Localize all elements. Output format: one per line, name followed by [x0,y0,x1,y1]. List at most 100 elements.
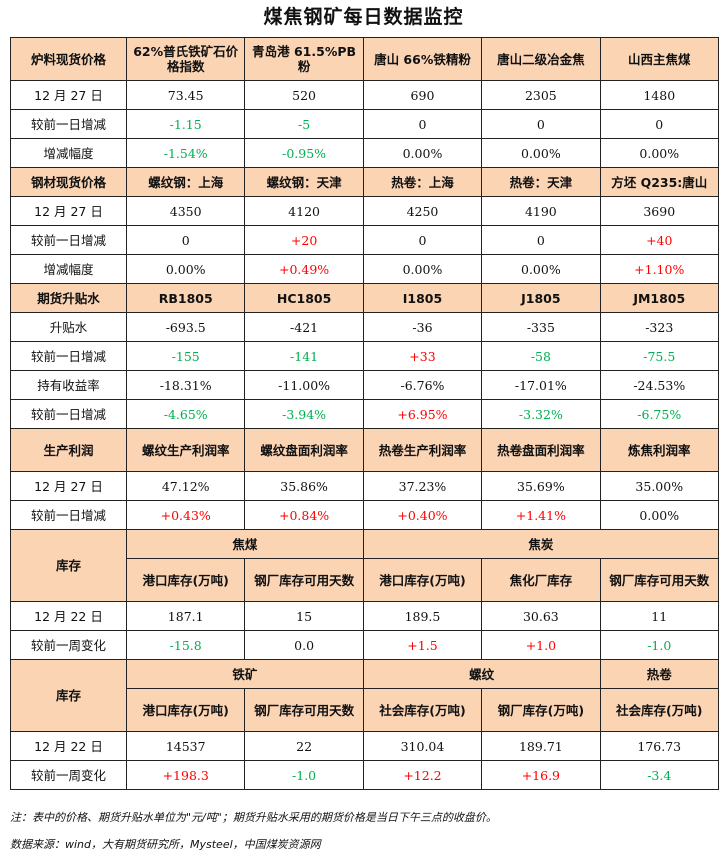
table-cell: 37.23% [362,471,483,501]
column-header: 方坯 Q235:唐山 [599,167,719,197]
group-header: 焦炭 [362,529,719,559]
column-header: 螺纹生产利润率 [125,428,246,472]
column-header: 钢厂库存可用天数 [599,558,719,602]
table-row: 12 月 22 日 14537 22 310.04 189.71 176.73 [10,731,719,761]
table-cell: -18.31% [125,370,246,400]
table-cell: 176.73 [599,731,719,761]
table-cell: -3.94% [244,399,364,429]
table-row: 增减幅度 0.00% +0.49% 0.00% 0.00% +1.10% [10,254,719,284]
inventory-section-label: 库存 [10,529,127,602]
table-cell: 14537 [125,731,246,761]
table-cell: 690 [362,80,483,110]
column-header: 钢厂库存可用天数 [244,688,364,732]
table-cell: 0 [362,109,483,139]
group-header: 铁矿 [126,659,364,689]
table-cell: -75.5 [599,341,719,371]
column-header: 港口库存(万吨) [125,558,246,602]
column-header: 社会库存(万吨) [362,688,483,732]
column-header: 热卷：天津 [481,167,601,197]
row-label: 持有收益率 [10,370,127,400]
section-header-label: 钢材现货价格 [10,167,127,197]
row-label: 12 月 22 日 [10,731,127,761]
table-cell: -421 [244,312,364,342]
row-label: 较前一日增减 [10,109,127,139]
table-cell: +16.9 [481,760,601,790]
table-cell: 4120 [244,196,364,226]
table-cell: 310.04 [362,731,483,761]
table-cell: 4350 [125,196,246,226]
table-cell: -5 [244,109,364,139]
table-cell: 0 [481,109,601,139]
column-header: 螺纹钢：上海 [125,167,246,197]
column-header: 钢厂库存(万吨) [481,688,601,732]
row-label: 12 月 27 日 [10,471,127,501]
table-row: 较前一日增减 0 +20 0 0 +40 [10,225,719,255]
table-cell: +1.5 [362,630,483,660]
column-header: J1805 [481,283,601,313]
table-row: 12 月 27 日 73.45 520 690 2305 1480 [10,80,719,110]
table-cell: -155 [125,341,246,371]
column-header: 热卷盘面利润率 [481,428,601,472]
table-row: 较前一日增减 -1.15 -5 0 0 0 [10,109,719,139]
column-header: 炼焦利润率 [599,428,719,472]
row-label: 12 月 22 日 [10,601,127,631]
table-cell: -24.53% [599,370,719,400]
table-cell: -6.76% [362,370,483,400]
table-cell: 4190 [481,196,601,226]
table-cell: -0.95% [244,138,364,168]
table-row: 较前一日增减 -155 -141 +33 -58 -75.5 [10,341,719,371]
table-cell: -4.65% [125,399,246,429]
table-row: 升贴水 -693.5 -421 -36 -335 -323 [10,312,719,342]
table-cell: +1.10% [599,254,719,284]
table-cell: +12.2 [362,760,483,790]
row-label: 较前一日增减 [10,500,127,530]
group-header: 焦煤 [126,529,364,559]
column-header: 62%普氏铁矿石价格指数 [125,37,246,81]
table-cell: +1.0 [481,630,601,660]
table-cell: +0.40% [362,500,483,530]
column-header: 唐山 66%铁精粉 [362,37,483,81]
table-cell: 1480 [599,80,719,110]
table-cell: +33 [362,341,483,371]
table-cell: 189.5 [362,601,483,631]
table-cell: 15 [244,601,364,631]
row-label: 较前一日增减 [10,225,127,255]
table-cell: 30.63 [481,601,601,631]
table-row: 较前一日增减 +0.43% +0.84% +0.40% +1.41% 0.00% [10,500,719,530]
table-cell: +1.41% [481,500,601,530]
row-label: 增减幅度 [10,254,127,284]
row-label: 较前一日增减 [10,399,127,429]
table-cell: 0 [362,225,483,255]
table-cell: 0.00% [481,138,601,168]
table-cell: 35.69% [481,471,601,501]
table-cell: 520 [244,80,364,110]
table-cell: -17.01% [481,370,601,400]
table-cell: 2305 [481,80,601,110]
table-row: 12 月 27 日 47.12% 35.86% 37.23% 35.69% 35… [10,471,719,501]
section-header-label: 期货升贴水 [10,283,127,313]
column-header: 钢厂库存可用天数 [244,558,364,602]
table-cell: 0 [125,225,246,255]
table-row: 持有收益率 -18.31% -11.00% -6.76% -17.01% -24… [10,370,719,400]
table-cell: 0.00% [362,138,483,168]
column-header: 港口库存(万吨) [125,688,246,732]
table-row: 较前一日增减 -4.65% -3.94% +6.95% -3.32% -6.75… [10,399,719,429]
row-label: 12 月 27 日 [10,80,127,110]
row-label: 升贴水 [10,312,127,342]
column-header: 热卷：上海 [362,167,483,197]
table-row: 增减幅度 -1.54% -0.95% 0.00% 0.00% 0.00% [10,138,719,168]
data-source: 数据来源：wind，大有期货研究所，Mysteel，中国煤炭资源网 [10,838,321,851]
table-cell: -1.15 [125,109,246,139]
table-row: 较前一周变化 -15.8 0.0 +1.5 +1.0 -1.0 [10,630,719,660]
table-cell: +20 [244,225,364,255]
table-cell: 0.00% [362,254,483,284]
column-header: HC1805 [244,283,364,313]
table-cell: +40 [599,225,719,255]
table-cell: 22 [244,731,364,761]
group-header: 螺纹 [362,659,601,689]
table-cell: -1.54% [125,138,246,168]
table-cell: -11.00% [244,370,364,400]
table-cell: 0.00% [599,138,719,168]
column-header: 山西主焦煤 [599,37,719,81]
table-cell: -141 [244,341,364,371]
